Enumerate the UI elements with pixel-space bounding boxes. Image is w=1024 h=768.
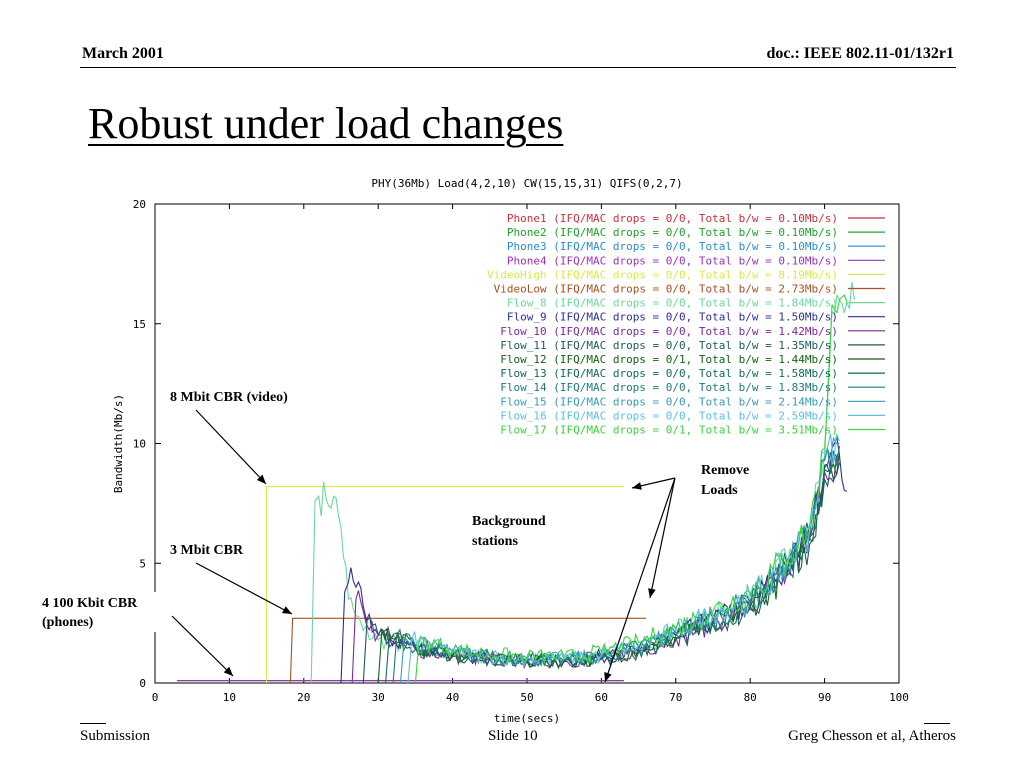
annotation-cbr3-arrow	[195, 562, 293, 615]
annotation-cbr3-arrow-head	[282, 606, 292, 614]
legend-entry-flow_9: Flow_9 (IFQ/MAC drops = 0/0, Total b/w =…	[507, 311, 838, 324]
x-tick-label-80: 80	[744, 691, 757, 704]
header-doc-id: doc.: IEEE 802.11-01/132r1	[766, 45, 954, 62]
legend-entry-phone2: Phone2 (IFQ/MAC drops = 0/0, Total b/w =…	[507, 226, 838, 239]
annotation-remove-arrow-cbr	[649, 477, 676, 599]
x-axis-label: time(secs)	[494, 712, 560, 725]
annotation-bg-video	[166, 386, 314, 406]
annotation-phones-label-2: (phones)	[42, 615, 94, 630]
annotation-remove-arrow-cbr-head	[648, 588, 656, 598]
annotation-video-arrow	[195, 409, 267, 485]
series-line-videohigh	[266, 486, 624, 683]
legend-entry-videohigh: VideoHigh (IFQ/MAC drops = 0/0, Total b/…	[487, 268, 838, 281]
annotation-video-arrow-head	[256, 474, 266, 484]
annotation-background-label-2: stations	[472, 534, 518, 549]
annotation-phones-label-1: 4 100 Kbit CBR	[42, 596, 138, 611]
header-rule	[80, 67, 956, 68]
annotation-phones-arrow	[171, 615, 234, 677]
annotation-remove-arrow-phones-head	[604, 672, 612, 682]
legend-entry-phone4: Phone4 (IFQ/MAC drops = 0/0, Total b/w =…	[507, 254, 838, 267]
x-tick-label-100: 100	[889, 691, 909, 704]
x-tick-label-30: 30	[372, 691, 385, 704]
series-line-videolow	[289, 617, 646, 684]
legend-entry-flow_8: Flow_8 (IFQ/MAC drops = 0/0, Total b/w =…	[507, 297, 838, 310]
series-line-flow_15	[399, 436, 840, 684]
legend-entry-flow_14: Flow_14 (IFQ/MAC drops = 0/0, Total b/w …	[500, 381, 838, 394]
legend-entry-flow_11: Flow_11 (IFQ/MAC drops = 0/0, Total b/w …	[500, 339, 838, 352]
annotation-remove-label-2: Loads	[701, 483, 738, 498]
legend-entry-phone1: Phone1 (IFQ/MAC drops = 0/0, Total b/w =…	[507, 212, 838, 225]
x-tick-label-40: 40	[446, 691, 459, 704]
annotation-remove-arrow-video-head	[632, 482, 642, 490]
x-tick-label-60: 60	[595, 691, 608, 704]
footer-slide-number: Slide 10	[488, 728, 538, 744]
x-tick-label-20: 20	[297, 691, 310, 704]
x-tick-label-90: 90	[818, 691, 831, 704]
series-line-flow_14	[392, 445, 841, 684]
annotation-background-label-1: Background	[472, 514, 546, 529]
header-date: March 2001	[82, 45, 164, 62]
annotation-bg-phones	[40, 592, 160, 632]
legend-entry-flow_15: Flow_15 (IFQ/MAC drops = 0/0, Total b/w …	[500, 395, 838, 408]
y-axis-label: Bandwidth(Mb/s)	[112, 394, 125, 493]
x-tick-label-0: 0	[152, 691, 159, 704]
legend-entry-flow_13: Flow_13 (IFQ/MAC drops = 0/0, Total b/w …	[500, 367, 838, 380]
annotation-video-label: 8 Mbit CBR (video)	[170, 390, 288, 405]
y-tick-label-5: 5	[139, 557, 146, 570]
legend-entry-flow_10: Flow_10 (IFQ/MAC drops = 0/0, Total b/w …	[500, 325, 838, 338]
series-line-flow_17	[414, 294, 848, 684]
y-tick-label-10: 10	[133, 438, 146, 451]
x-tick-label-50: 50	[520, 691, 533, 704]
annotation-remove-label-1: Remove	[701, 463, 749, 478]
legend-entry-flow_12: Flow_12 (IFQ/MAC drops = 0/1, Total b/w …	[500, 353, 838, 366]
legend-entry-flow_17: Flow_17 (IFQ/MAC drops = 0/1, Total b/w …	[500, 424, 838, 437]
annotation-remove-arrow-phones	[604, 477, 676, 683]
legend-entry-videolow: VideoLow (IFQ/MAC drops = 0/0, Total b/w…	[494, 283, 838, 296]
y-tick-label-15: 15	[133, 318, 146, 331]
plot-frame	[154, 203, 900, 684]
legend-entry-phone3: Phone3 (IFQ/MAC drops = 0/0, Total b/w =…	[507, 240, 838, 253]
x-tick-label-70: 70	[669, 691, 682, 704]
annotation-phones-arrow-head	[223, 666, 233, 676]
footer-mark-left	[80, 723, 106, 724]
chart-title: PHY(36Mb) Load(4,2,10) CW(15,15,31) QIFS…	[371, 177, 682, 190]
footer-mark-right	[924, 723, 950, 724]
footer-submission: Submission	[80, 728, 151, 744]
annotation-cbr3-label: 3 Mbit CBR	[170, 543, 244, 558]
y-tick-label-20: 20	[133, 198, 146, 211]
annotation-bg-cbr3	[166, 538, 262, 558]
footer-author: Greg Chesson et al, Atheros	[788, 728, 956, 744]
slide-title: Robust under load changes	[88, 99, 564, 148]
legend-entry-flow_16: Flow_16 (IFQ/MAC drops = 0/0, Total b/w …	[500, 409, 838, 422]
y-tick-label-0: 0	[139, 677, 146, 690]
x-tick-label-10: 10	[223, 691, 236, 704]
